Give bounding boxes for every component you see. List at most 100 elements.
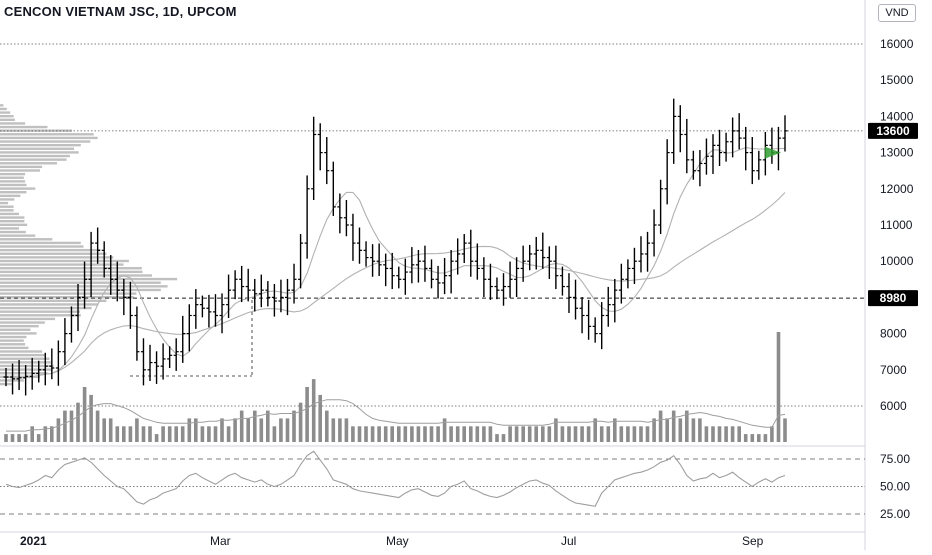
volume-bar <box>56 418 61 442</box>
volume-profile-row <box>0 223 28 226</box>
volume-bar <box>102 418 106 442</box>
volume-bar <box>547 426 552 442</box>
volume-bar <box>783 418 787 442</box>
volume-profile-row <box>0 176 24 179</box>
volume-profile-row <box>0 165 43 169</box>
volume-bar <box>17 434 21 442</box>
rsi-tick-label: 50.00 <box>880 480 910 494</box>
volume-profile-row <box>0 104 4 107</box>
volume-bar <box>469 426 473 442</box>
volume-bar <box>442 418 447 442</box>
moving-averages <box>5 147 786 379</box>
chart-title: CENCON VIETNAM JSC, 1D, UPCOM <box>4 4 237 19</box>
volume-bar <box>619 426 624 442</box>
volume-profile-row <box>0 147 74 150</box>
price-tick-label: 7000 <box>880 363 907 377</box>
volume-profile-row <box>0 191 27 194</box>
volume-bar <box>724 426 728 442</box>
volume-profile-row <box>0 107 7 111</box>
volume-bar <box>161 426 165 442</box>
time-tick-label: 2021 <box>20 534 47 548</box>
volume-profile-row <box>0 270 143 274</box>
volume-bar <box>743 434 748 442</box>
volume-bar <box>318 394 322 442</box>
volume-bar <box>338 418 342 442</box>
time-tick-label: Sep <box>742 534 764 548</box>
volume-profile-row <box>0 361 51 364</box>
volume-profile-row <box>0 122 26 125</box>
volume-bar <box>154 434 159 442</box>
volume-bar <box>253 410 257 442</box>
volume-profile-row <box>0 324 39 328</box>
volume-bar <box>776 332 781 442</box>
volume-bar <box>770 426 774 442</box>
volume-bar <box>344 418 349 442</box>
volume-profile-row <box>0 169 40 172</box>
volume-bar <box>50 426 54 442</box>
rsi-tick-label: 25.00 <box>880 507 910 521</box>
volume-bar <box>135 418 139 442</box>
price-tick-label: 10000 <box>880 254 914 268</box>
last-price-label: 13600 <box>876 124 910 138</box>
volume-bar <box>298 402 303 442</box>
volume-profile-row <box>0 125 48 129</box>
volume-bar <box>226 426 231 442</box>
volume-bar <box>82 387 87 442</box>
volume-bar <box>357 426 362 442</box>
volume-profile-row <box>0 209 14 212</box>
volume-bar <box>10 434 15 442</box>
volume-profile-row <box>0 335 27 339</box>
volume-bar <box>4 434 8 442</box>
volume-bar <box>148 426 152 442</box>
volume-profile-row <box>0 172 26 176</box>
volume-profile-row <box>0 263 124 266</box>
volume-profile-row <box>0 339 24 342</box>
volume-profile-row <box>0 248 101 252</box>
level-price-label: 8980 <box>880 291 907 305</box>
price-axis[interactable]: 1600015000140001300012000110001000090008… <box>868 37 918 521</box>
volume-bar <box>200 426 205 442</box>
time-tick-label: Jul <box>561 534 576 548</box>
volume-bar <box>325 410 329 442</box>
volume-bar <box>429 426 434 442</box>
volume-bar <box>501 434 506 442</box>
volume-bar <box>554 418 558 442</box>
volume-bar <box>89 394 93 442</box>
volume-profile-row <box>0 227 19 230</box>
volume-bar <box>233 418 237 442</box>
volume-profile-row <box>0 353 47 357</box>
time-tick-label: May <box>386 534 409 548</box>
volume-bar <box>272 426 277 442</box>
volume-bar <box>514 426 519 442</box>
price-tick-label: 16000 <box>880 37 914 51</box>
volume-bar <box>613 418 617 442</box>
time-axis[interactable]: 2021 Mar May Jul Sep <box>20 534 764 548</box>
volume-histogram <box>4 332 787 442</box>
volume-bar <box>567 426 571 442</box>
volume-bar <box>95 410 100 442</box>
volume-bar <box>305 387 309 442</box>
currency-badge[interactable]: VND <box>878 4 916 22</box>
volume-profile-row <box>0 328 31 331</box>
volume-profile-row <box>0 310 81 313</box>
last-price-label-bg <box>868 122 918 139</box>
volume-bar <box>141 426 146 442</box>
volume-bar <box>377 426 381 442</box>
volume-profile-row <box>0 346 29 350</box>
volume-bar <box>364 426 368 442</box>
volume-bar <box>639 426 643 442</box>
volume-bar <box>30 426 34 442</box>
volume-bar <box>36 434 41 442</box>
volume-profile-row <box>0 111 11 114</box>
volume-profile-row <box>0 154 70 158</box>
volume-bar <box>108 418 113 442</box>
volume-profile-row <box>0 212 19 216</box>
volume-bar <box>279 418 283 442</box>
volume-profile-row <box>0 256 114 259</box>
volume-bar <box>757 434 761 442</box>
volume-profile-row <box>0 357 50 360</box>
volume-profile-row <box>0 234 36 237</box>
volume-bar <box>462 426 466 442</box>
volume-bar <box>69 410 74 442</box>
